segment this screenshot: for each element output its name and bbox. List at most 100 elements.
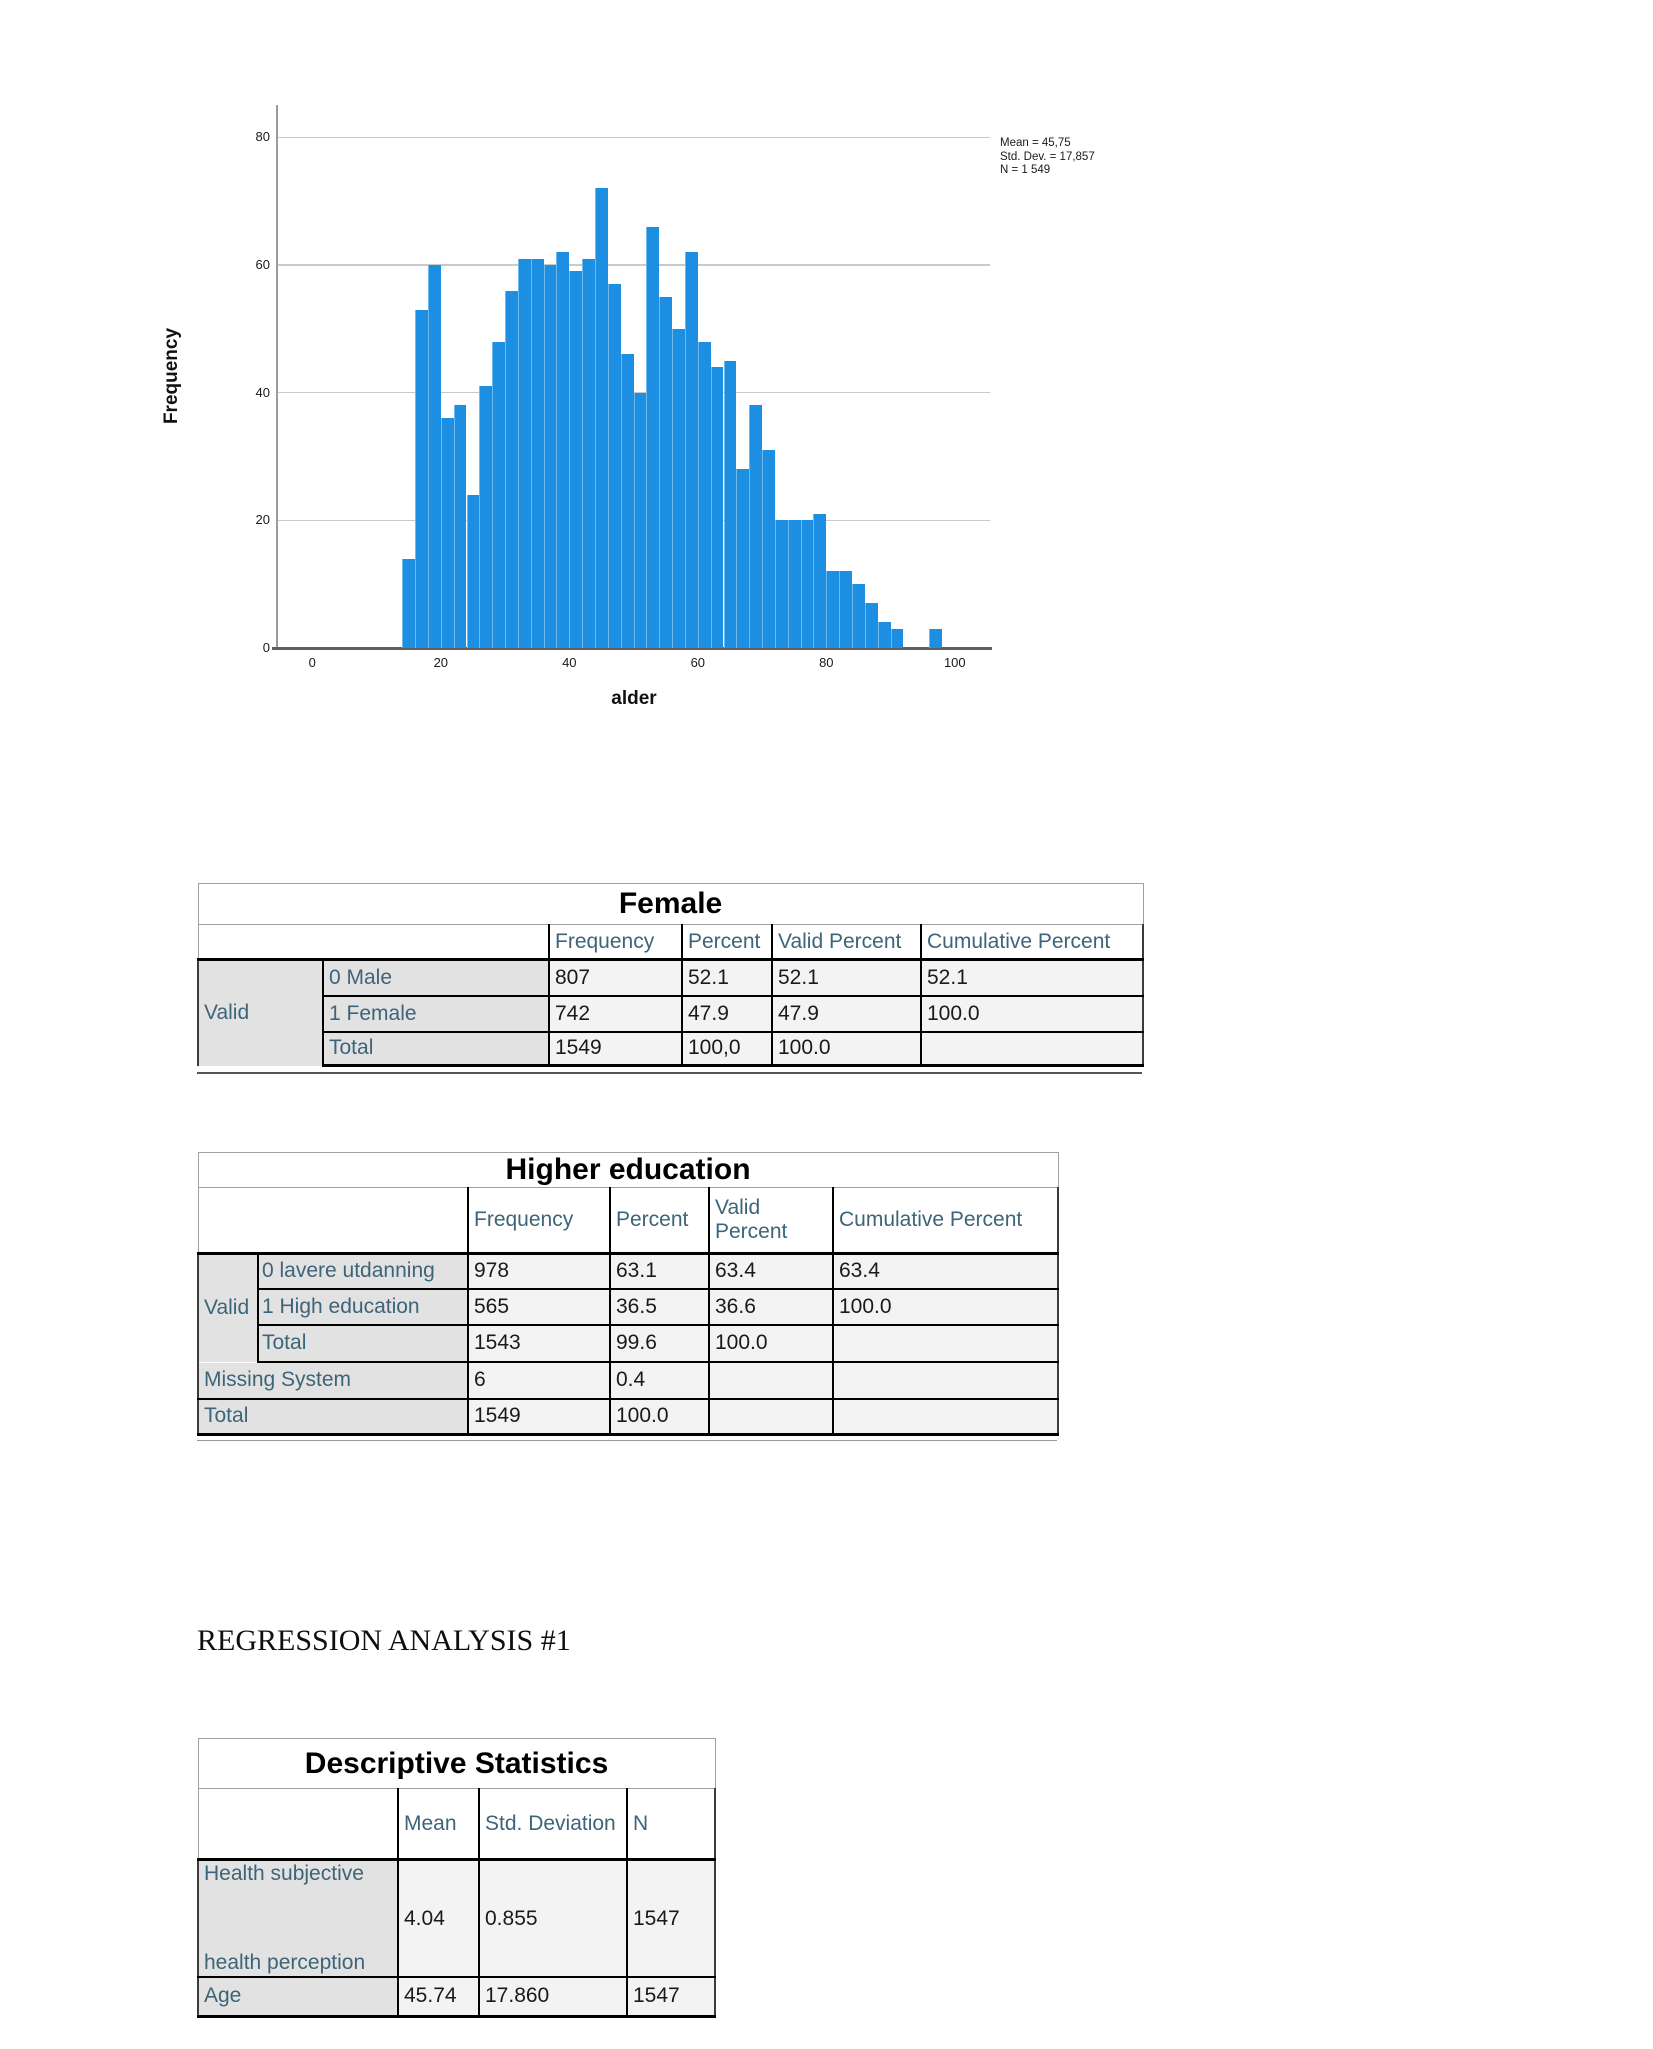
cell-value: [831, 1324, 1060, 1363]
histogram-bar: [453, 405, 467, 648]
stat-mean: Mean = 45,75: [1000, 137, 1071, 149]
table-row: Total 1543 99.6 100.0: [198, 1324, 1060, 1363]
col-header-cumulative-percent: Cumulative Percent: [831, 1187, 1060, 1255]
table-row: Health subjective health perception 4.04…: [197, 1859, 717, 1978]
histogram-bar: [736, 469, 750, 648]
cell-value: 4.04: [397, 1859, 479, 1978]
stat-stddev: Std. Dev. = 17,857: [1000, 150, 1095, 163]
cell-value: [708, 1398, 833, 1436]
row-label: 0 Male: [322, 959, 549, 997]
cell-value: 100,0: [681, 1031, 772, 1067]
table-title: Female: [197, 883, 1144, 925]
table-header-row: Mean Std. Deviation N: [197, 1788, 717, 1861]
cell-value: 807: [548, 959, 682, 997]
cell-value: 63.4: [831, 1253, 1060, 1290]
row-label: Total: [257, 1324, 468, 1363]
table-title: Higher education: [197, 1152, 1059, 1188]
table-row: Valid 0 lavere utdanning 978 63.1 63.4 6…: [197, 1253, 1060, 1362]
histogram-bar: [633, 392, 647, 648]
cell-value: 0.4: [609, 1361, 709, 1400]
histogram-bar: [890, 628, 904, 648]
histogram-bar: [440, 418, 454, 648]
cell-value: 100.0: [831, 1288, 1060, 1326]
stat-n: N = 1 549: [1000, 164, 1051, 176]
histogram-bar: [813, 513, 827, 648]
cell-value: 565: [467, 1288, 610, 1326]
y-tick-label: 20: [255, 512, 270, 528]
cell-value: 52.1: [771, 959, 921, 997]
table-row: Missing System 6 0.4: [197, 1361, 1060, 1400]
histogram-bar: [839, 571, 852, 648]
cell-value: 63.4: [708, 1253, 833, 1290]
row-label-line2: health perception: [204, 1951, 366, 1974]
chart-statistics-annotation: Mean = 45,75 Std. Dev. = 17,857 N = 1 54…: [1000, 137, 1095, 178]
cell-value: 99.6: [609, 1324, 709, 1363]
x-tick-label: 60: [690, 655, 706, 670]
col-header-valid-percent: Valid Percent: [715, 1196, 788, 1243]
y-tick-label: 0: [262, 640, 270, 655]
histogram-bar: [852, 584, 865, 648]
col-header-valid-percent: Valid Percent: [771, 924, 921, 961]
cell-value: [708, 1361, 833, 1400]
col-header-percent: Percent: [681, 924, 772, 961]
table-outer-frame-line: [197, 1440, 1057, 1441]
row-label-age: Age: [197, 1977, 398, 2018]
histogram-bar: [762, 450, 775, 648]
y-gridline: [277, 264, 990, 266]
row-label-health-perception: Health subjective health perception: [204, 1861, 395, 1975]
table-title: Descriptive Statistics: [197, 1738, 716, 1789]
cell-value: 100.0: [708, 1324, 833, 1363]
histogram-bar: [607, 284, 621, 648]
stub-valid: Valid: [197, 1253, 258, 1362]
table-row: 1 Female 742 47.9 47.9 100.0: [198, 995, 1145, 1033]
cell-value: 47.9: [681, 995, 772, 1033]
y-gridline: [277, 136, 990, 139]
cell-value: 36.6: [708, 1288, 833, 1326]
histogram-bar: [569, 271, 583, 648]
higher-education-table: Higher education Frequency Percent Valid…: [197, 1152, 1060, 1436]
cell-value: 100.0: [609, 1398, 709, 1436]
histogram-bar: [672, 328, 685, 648]
cell-value: 36.5: [609, 1288, 709, 1326]
histogram-bar: [749, 405, 763, 648]
histogram-bar: [595, 188, 608, 648]
row-label: Total: [322, 1031, 549, 1067]
x-tick-label: 40: [562, 655, 577, 670]
cell-value: 52.1: [681, 959, 772, 997]
row-label-total: Total: [197, 1398, 468, 1436]
cell-value: 100.0: [771, 1031, 921, 1067]
cell-value: 0.855: [478, 1859, 627, 1978]
histogram-bar: [710, 367, 724, 648]
row-label-line1: Health subjective: [204, 1862, 364, 1885]
descriptive-statistics-table: Descriptive Statistics Mean Std. Deviati…: [197, 1738, 717, 2018]
histogram-bar: [479, 386, 493, 648]
x-tick-label: 20: [433, 655, 449, 670]
row-label-missing-system: Missing System: [197, 1361, 468, 1400]
x-axis-title: alder: [611, 688, 657, 709]
female-frequency-table: Female Frequency Percent Valid Percent C…: [197, 883, 1145, 1067]
table-row: Age 45.74 17.860 1547: [197, 1977, 717, 2018]
col-header-frequency: Frequency: [467, 1187, 610, 1255]
cell-value: 63.1: [609, 1253, 709, 1290]
table-row: Valid 0 Male 807 52.1 52.1 52.1: [197, 959, 1145, 1066]
histogram-bar: [517, 258, 531, 648]
x-tick-label: 100: [943, 655, 966, 670]
cell-value: 100.0: [919, 995, 1145, 1033]
y-axis-line: [276, 105, 278, 648]
cell-value: 6: [467, 1361, 610, 1400]
cell-value: 52.1: [919, 959, 1145, 997]
histogram-bar: [787, 520, 801, 648]
col-header-percent: Percent: [609, 1187, 709, 1255]
histogram-bar: [800, 520, 814, 648]
cell-value: 47.9: [771, 995, 921, 1033]
x-axis-line: [272, 647, 992, 650]
row-label: 0 lavere utdanning: [257, 1253, 468, 1290]
histogram-bar: [505, 290, 518, 648]
table-row: 1 High education 565 36.5 36.6 100.0: [198, 1288, 1060, 1326]
section-heading: REGRESSION ANALYSIS #1: [197, 1624, 571, 1657]
cell-value: 742: [548, 995, 682, 1033]
col-header-frequency: Frequency: [548, 924, 682, 961]
table-row: Total 1549 100,0 100.0: [198, 1031, 1145, 1067]
col-header-n: N: [625, 1788, 717, 1861]
stub-valid: Valid: [197, 959, 323, 1066]
